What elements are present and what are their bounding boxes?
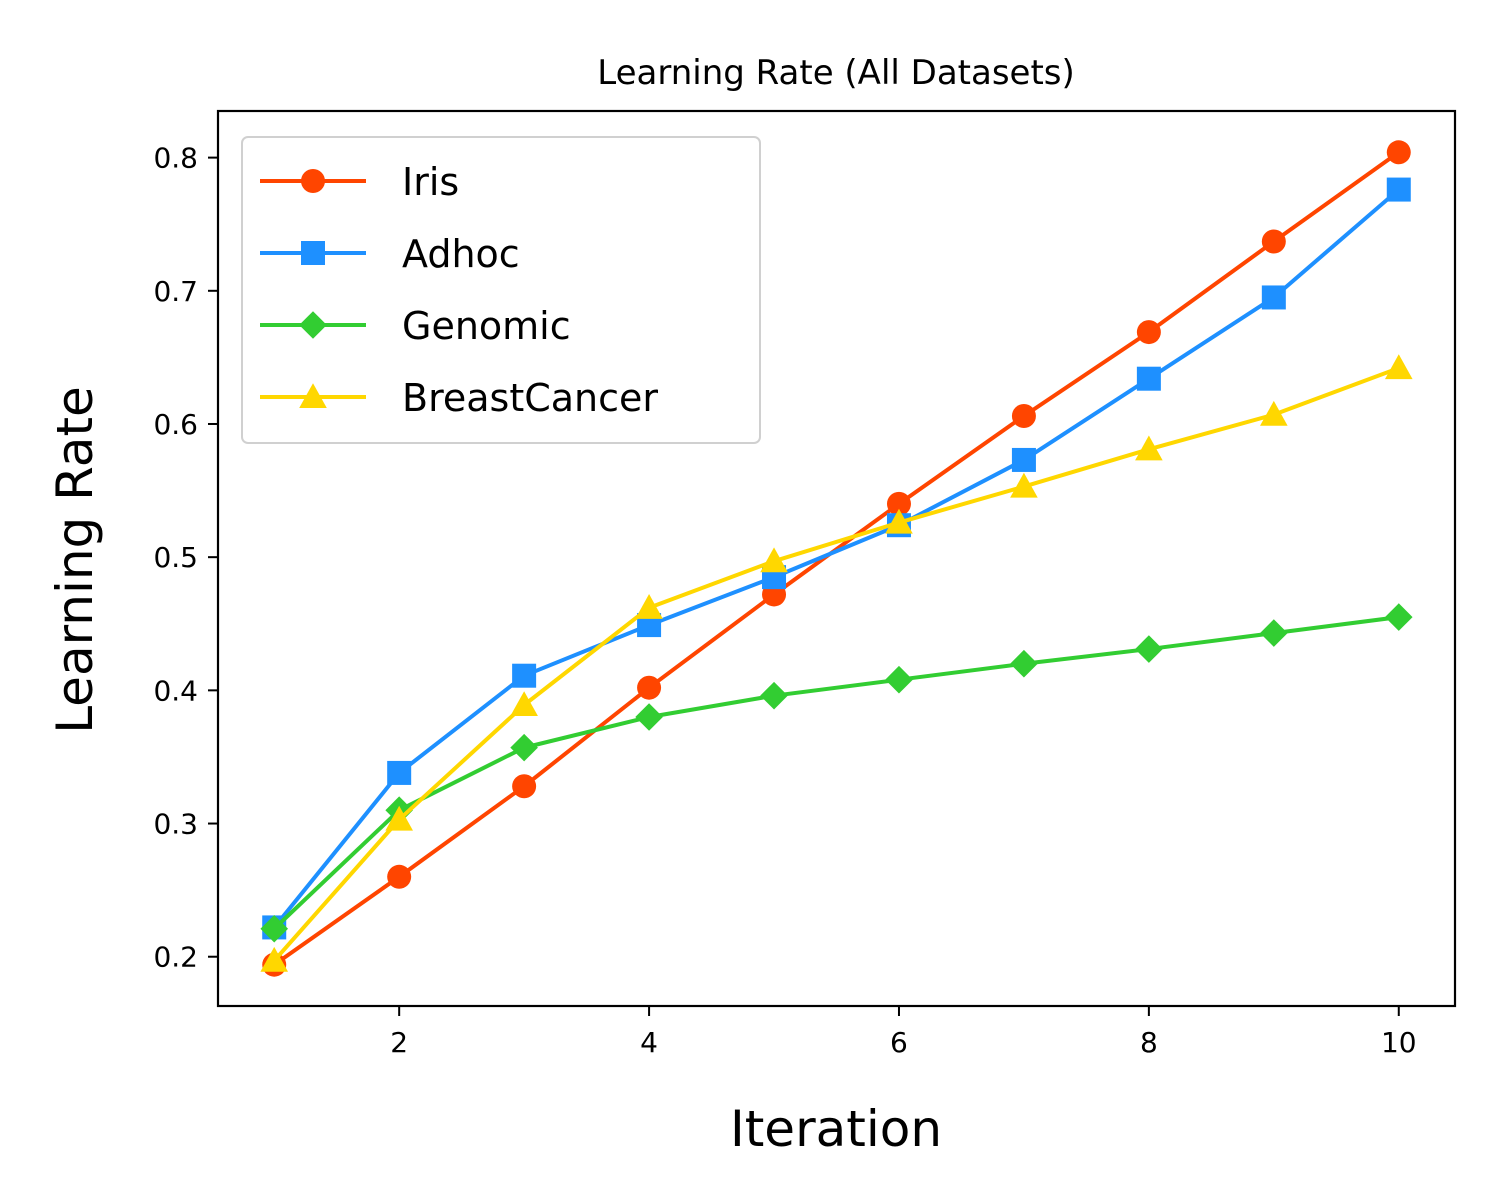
series-line xyxy=(272,188,1401,929)
data-point xyxy=(885,665,913,694)
y-tick-label: 0.7 xyxy=(153,275,198,308)
legend-marker xyxy=(301,241,325,265)
series-genomic xyxy=(260,603,1413,943)
legend-marker xyxy=(299,311,327,339)
data-point xyxy=(1136,320,1161,345)
data-point xyxy=(1136,366,1161,391)
plot-area: 2 4 6 8 10 0.2 0.3 0.4 0.5 0.6 0.7 0.8 Iris Adhoc Geno… xyxy=(153,109,1457,1059)
x-tick-label: 6 xyxy=(890,1026,908,1059)
data-point xyxy=(760,681,788,710)
legend-item: Iris xyxy=(260,160,459,204)
y-tick-label: 0.5 xyxy=(153,541,198,574)
data-point xyxy=(510,691,538,717)
y-tick-label: 0.3 xyxy=(153,808,198,841)
data-point xyxy=(1260,400,1288,426)
legend-item: BreastCancer xyxy=(260,376,658,420)
data-point xyxy=(1386,140,1411,165)
y-tick-label: 0.6 xyxy=(153,408,198,441)
x-tick-label: 2 xyxy=(390,1026,408,1059)
y-axis-label: Learning Rate xyxy=(46,386,104,734)
data-point xyxy=(512,774,537,799)
legend-item: Adhoc xyxy=(260,232,520,276)
data-point xyxy=(1384,354,1413,380)
legend: Iris Adhoc Genomic BreastCancer xyxy=(241,136,761,444)
data-point xyxy=(1386,177,1411,202)
data-point xyxy=(512,663,537,688)
data-point xyxy=(885,508,913,534)
legend-marker xyxy=(299,383,327,409)
series-line xyxy=(272,615,1400,931)
x-tick-label: 10 xyxy=(1381,1026,1417,1059)
data-point xyxy=(1135,635,1163,663)
data-point xyxy=(1010,472,1038,498)
data-point xyxy=(760,547,788,573)
legend-marker xyxy=(301,169,325,193)
data-point xyxy=(1135,435,1163,461)
data-point xyxy=(1011,447,1036,472)
y-tick-label: 0.4 xyxy=(153,674,198,707)
data-point xyxy=(385,805,413,831)
data-point xyxy=(886,491,911,516)
legend-item: Genomic xyxy=(260,304,571,348)
series-line xyxy=(272,366,1400,963)
y-tick-label: 0.2 xyxy=(153,941,198,974)
y-tick-label: 0.8 xyxy=(153,142,198,175)
data-point xyxy=(635,703,663,731)
plot-frame xyxy=(216,109,1457,1008)
legend-label: Adhoc xyxy=(402,232,520,276)
data-point xyxy=(1384,603,1413,631)
data-point xyxy=(1010,649,1038,678)
data-point xyxy=(510,733,538,762)
data-point xyxy=(260,914,289,943)
chart-title: Learning Rate (All Datasets) xyxy=(597,53,1075,93)
legend-label: Iris xyxy=(402,160,459,204)
data-point xyxy=(1260,619,1288,647)
legend-label: BreastCancer xyxy=(402,376,658,420)
x-tick-label: 8 xyxy=(1140,1026,1158,1059)
x-tick-label: 4 xyxy=(640,1026,658,1059)
series-breastcancer xyxy=(260,354,1413,972)
data-point xyxy=(635,593,663,619)
data-point xyxy=(387,864,412,889)
x-axis-label: Iteration xyxy=(730,1100,942,1158)
data-point xyxy=(260,946,289,972)
data-point xyxy=(637,675,662,700)
legend-label: Genomic xyxy=(402,304,571,348)
legend-box xyxy=(241,136,761,444)
data-point xyxy=(387,760,412,785)
data-point xyxy=(1261,285,1286,310)
data-point xyxy=(1011,403,1036,428)
data-point xyxy=(1261,229,1286,254)
